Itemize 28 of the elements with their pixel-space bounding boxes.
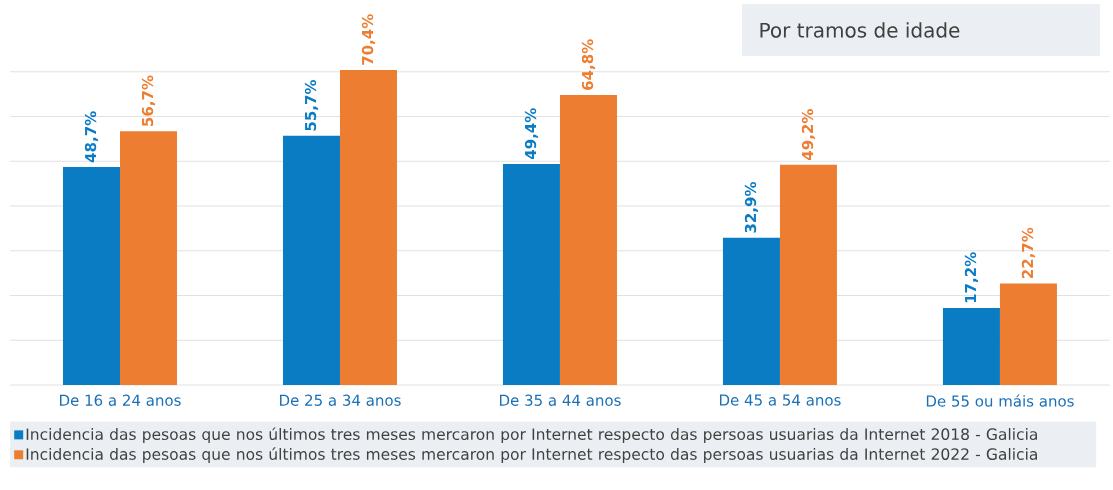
bar (282, 135, 340, 385)
bar (62, 167, 120, 385)
data-label: 56,7% (141, 75, 156, 126)
bar (559, 95, 617, 385)
bar (120, 131, 177, 385)
bar (339, 69, 397, 385)
data-label: 17,2% (964, 252, 979, 303)
data-label: 70,4% (361, 14, 376, 65)
x-tick-label: De 25 a 34 anos (280, 394, 401, 406)
x-tick-label: De 55 ou máis anos (926, 394, 1074, 407)
x-tick-label: De 35 a 44 anos (499, 394, 621, 406)
x-tick-label: De 45 a 54 anos (719, 394, 841, 406)
chart-title: Por tramos de idade (760, 22, 960, 38)
bar (779, 164, 837, 385)
data-label: 22,7% (1021, 227, 1036, 279)
data-label: 49,4% (524, 108, 539, 160)
data-label: 32,9% (744, 182, 759, 233)
bar (722, 237, 780, 385)
bar (999, 283, 1057, 385)
legend-label: Incidencia das pesoas que nos últimos tres meses mercaron por Internet respecto das persoas usuarias da Internet 2022 - Galicia (26, 447, 1037, 463)
data-label: 49,2% (801, 109, 816, 160)
data-label: 55,7% (304, 79, 319, 131)
bar (502, 163, 560, 385)
legend-label: Incidencia das pesoas que nos últimos tres meses mercaron por Internet respecto das persoas usuarias da Internet 2018 - Galicia (26, 427, 1037, 444)
data-label: 48,7% (84, 111, 99, 163)
x-tick-label: De 16 a 24 anos (60, 394, 181, 406)
bar (942, 308, 1000, 385)
data-label: 64,8% (581, 39, 596, 90)
